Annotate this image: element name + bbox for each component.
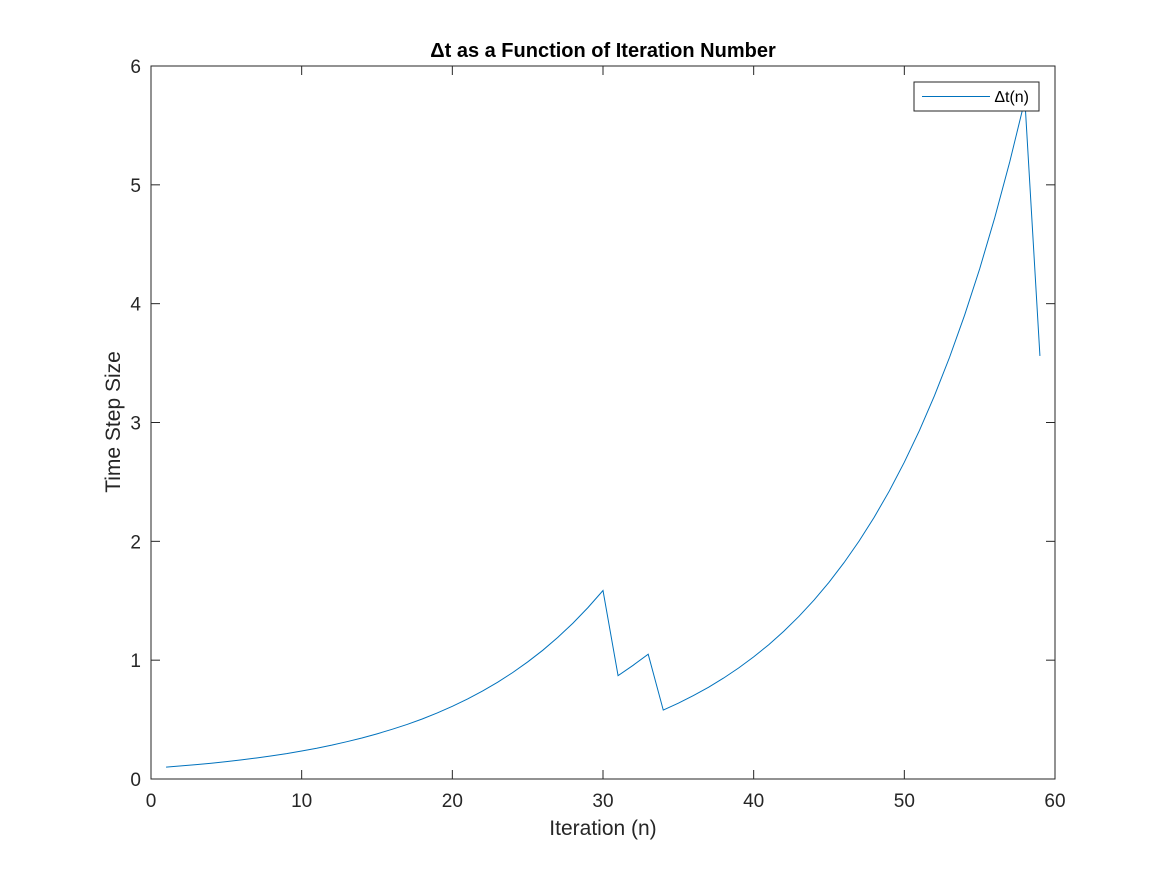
x-axis-label: Iteration (n) (549, 817, 656, 840)
legend-entry: Δt(n) (994, 89, 1029, 106)
y-tick-label: 5 (130, 176, 141, 197)
x-tick-label: 0 (146, 791, 157, 812)
y-axis-label: Time Step Size (102, 351, 125, 493)
y-tick-label: 2 (130, 532, 141, 553)
chart-title: Δt as a Function of Iteration Number (430, 40, 776, 62)
axes-box (150, 65, 1056, 780)
y-tick-label: 6 (130, 57, 141, 78)
x-tick-label: 10 (291, 791, 312, 812)
y-tick-label: 4 (130, 295, 141, 316)
x-tick-label: 40 (743, 791, 764, 812)
y-tick-label: 1 (130, 651, 141, 672)
x-tick-label: 30 (592, 791, 613, 812)
labels-layer: 0 10 20 30 40 50 60 0 1 2 3 4 5 6 (130, 57, 1065, 812)
y-tick-label: 3 (130, 414, 141, 435)
legend: Δt(n) (913, 81, 1040, 112)
y-tick-label: 0 (130, 770, 141, 791)
x-tick-label: 50 (894, 791, 915, 812)
x-tick-label: 60 (1044, 791, 1065, 812)
x-tick-label: 20 (442, 791, 463, 812)
series-line-0 (166, 99, 1041, 768)
plot-area (151, 66, 1055, 779)
series-layer (166, 99, 1041, 768)
